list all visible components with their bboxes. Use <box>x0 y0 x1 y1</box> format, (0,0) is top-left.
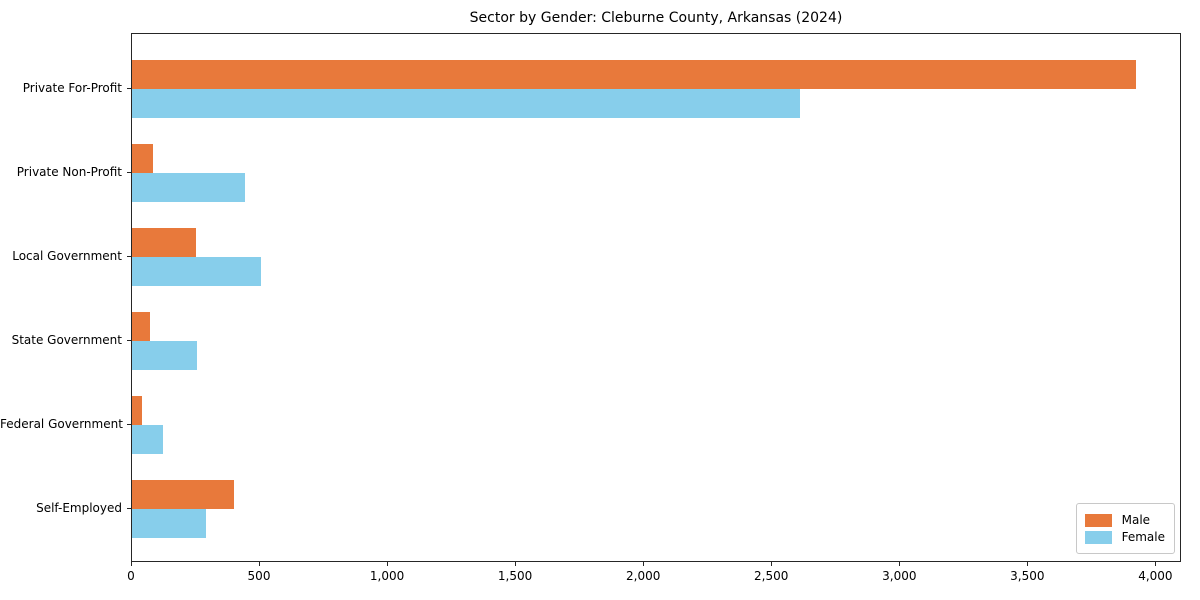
legend-item-male: Male <box>1084 513 1165 527</box>
x-tick-label: 500 <box>247 569 271 583</box>
bar-male-4 <box>132 312 150 341</box>
legend: Male Female <box>1075 503 1175 554</box>
x-tick-mark <box>387 562 389 566</box>
x-tick-mark <box>771 562 773 566</box>
bar-male-2 <box>132 144 153 173</box>
bar-male-5 <box>132 396 143 425</box>
plot-area: Male Female <box>131 33 1181 562</box>
x-tick-label: 4,000 <box>1138 569 1173 583</box>
y-tick-mark <box>127 424 131 425</box>
y-tick-mark <box>127 340 131 341</box>
x-tick-mark <box>515 562 517 566</box>
bar-female-2 <box>132 173 245 202</box>
x-tick-mark <box>131 562 132 566</box>
bar-female-4 <box>132 341 198 370</box>
bar-female-1 <box>132 89 801 118</box>
x-tick-mark <box>899 562 901 566</box>
x-tick-label: 0 <box>127 569 135 583</box>
y-tick-mark <box>127 88 131 89</box>
x-tick-label: 2,000 <box>626 569 661 583</box>
y-tick-label: Private For-Profit <box>22 81 122 95</box>
y-tick-label: Local Government <box>12 249 122 263</box>
bar-male-3 <box>132 228 196 257</box>
x-tick-mark <box>1027 562 1029 566</box>
bar-female-5 <box>132 425 163 454</box>
y-tick-mark <box>127 172 131 173</box>
legend-swatch-male <box>1084 513 1112 527</box>
y-tick-label: Self-Employed <box>36 501 122 515</box>
chart-title: Sector by Gender: Cleburne County, Arkan… <box>469 10 843 26</box>
x-tick-mark <box>643 562 645 566</box>
x-tick-mark <box>259 562 260 566</box>
legend-item-female: Female <box>1084 530 1165 544</box>
bar-female-6 <box>132 509 207 538</box>
x-tick-label: 2,500 <box>754 569 789 583</box>
legend-label-female: Female <box>1121 530 1165 544</box>
legend-label-male: Male <box>1121 513 1151 527</box>
bar-male-6 <box>132 480 235 509</box>
bar-female-3 <box>132 257 262 286</box>
x-tick-label: 1,000 <box>369 569 405 583</box>
legend-swatch-female <box>1084 530 1112 544</box>
x-tick-label: 3,500 <box>1010 569 1045 583</box>
bar-male-1 <box>132 60 1136 89</box>
y-tick-label: State Government <box>11 333 122 347</box>
x-tick-label: 3,000 <box>882 569 917 583</box>
y-tick-mark <box>127 508 131 509</box>
y-tick-label: Federal Government <box>0 417 123 431</box>
x-tick-mark <box>1155 562 1157 566</box>
y-tick-label: Private Non-Profit <box>16 165 122 179</box>
y-tick-mark <box>127 256 131 257</box>
x-tick-label: 1,500 <box>497 569 533 583</box>
